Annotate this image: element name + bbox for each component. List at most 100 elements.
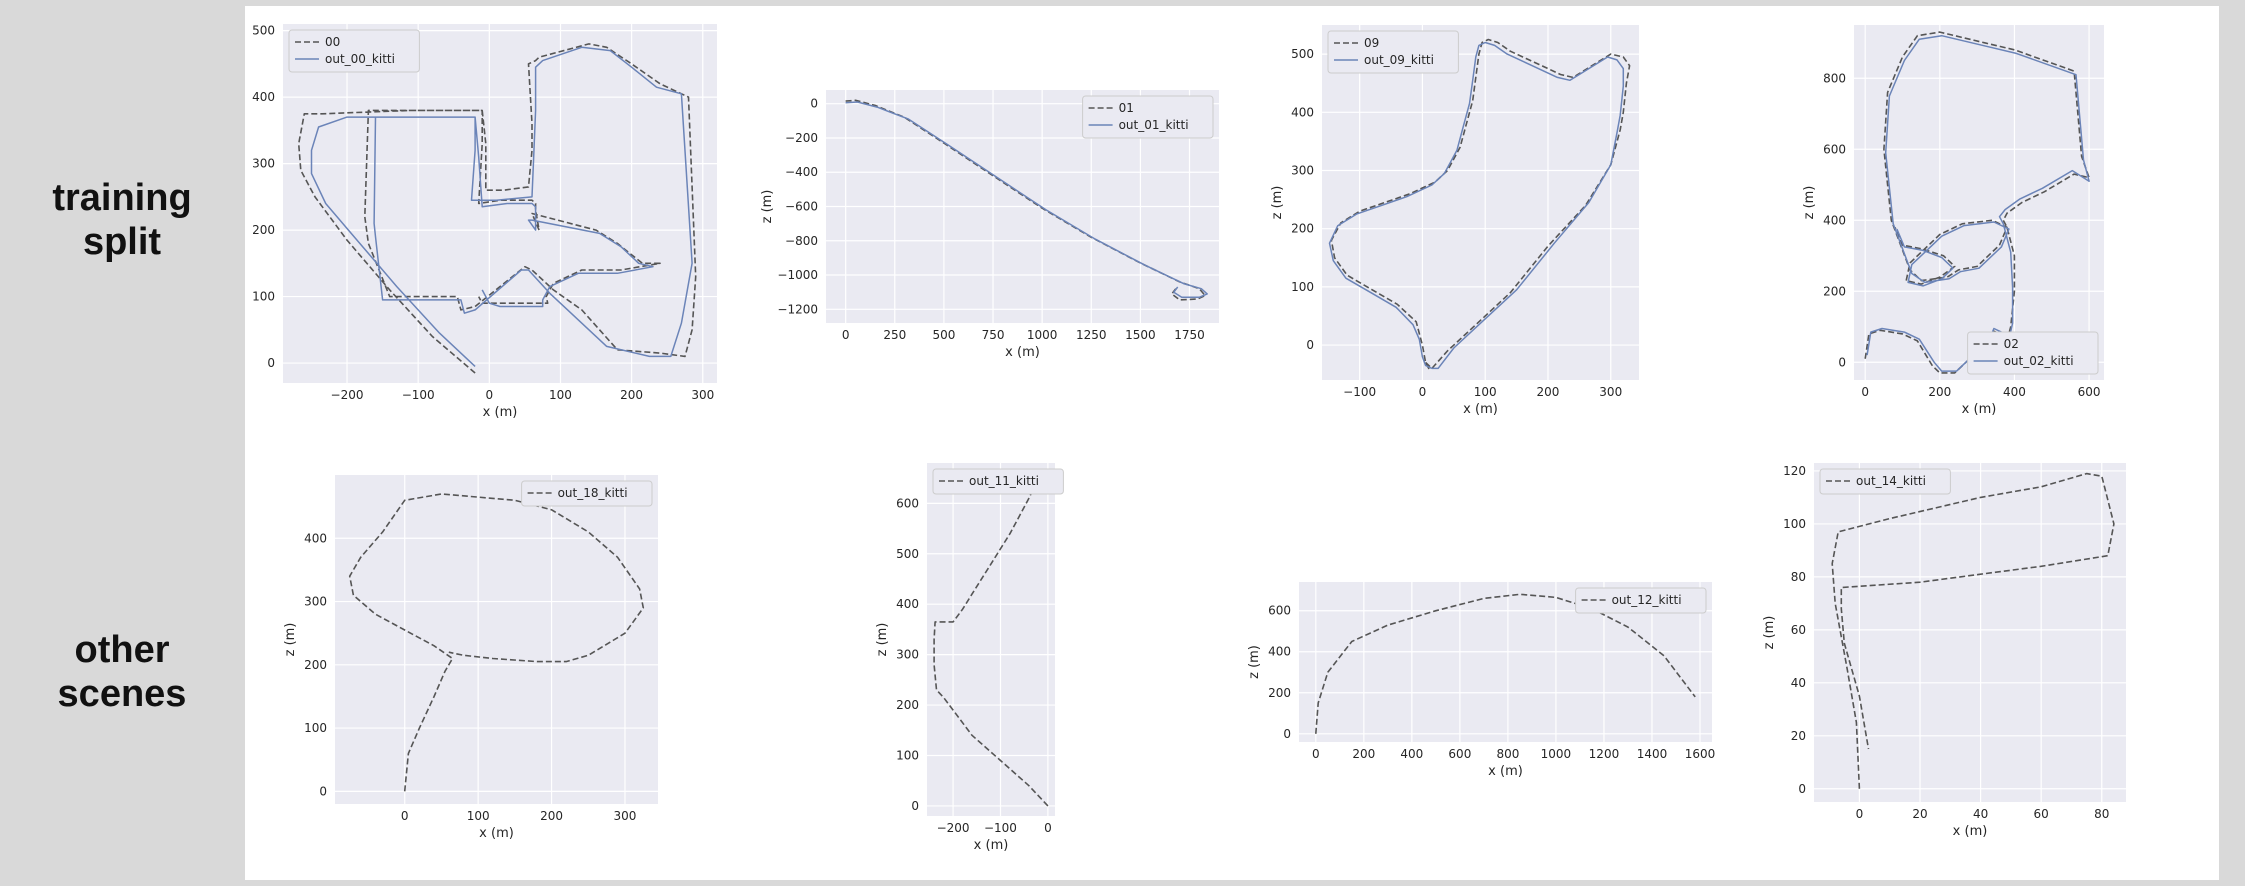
y-tick-label: 500	[896, 547, 919, 561]
legend-entry: out_01_kitti	[1119, 118, 1189, 132]
y-tick-label: 40	[1791, 676, 1806, 690]
y-tick-label: 500	[252, 24, 275, 38]
series-line-09	[1330, 38, 1631, 370]
legend: 01 out_01_kitti	[1082, 95, 1214, 139]
x-tick-label: 100	[1474, 385, 1497, 399]
y-axis-label: z (m)	[1802, 186, 1817, 220]
y-tick-label: 200	[896, 698, 919, 712]
x-tick-label: 750	[982, 328, 1005, 342]
y-tick-label: 0	[267, 356, 275, 370]
x-tick-label: 200	[1928, 385, 1951, 399]
x-tick-label: 20	[1912, 807, 1927, 821]
x-tick-label: −100	[984, 821, 1017, 835]
x-tick-label: 1250	[1076, 328, 1107, 342]
y-tick-label: 100	[896, 748, 919, 762]
y-tick-label: 300	[1291, 163, 1314, 177]
x-tick-label: 0	[1856, 807, 1864, 821]
y-axis-label: z (m)	[1247, 645, 1262, 679]
legend-box	[521, 480, 653, 507]
y-tick-label: 200	[252, 223, 275, 237]
row-label-training-line1: training	[52, 177, 192, 219]
row-label-training: training split	[2, 176, 242, 264]
x-tick-label: 100	[467, 809, 490, 823]
y-tick-label: 200	[1823, 284, 1846, 298]
legend-entry: out_14_kitti	[1856, 474, 1926, 488]
y-tick-label: 600	[896, 496, 919, 510]
x-tick-label: 200	[1537, 385, 1560, 399]
legend: out_18_kitti	[521, 480, 653, 507]
legend-entry: out_00_kitti	[325, 52, 395, 66]
y-tick-label: 60	[1791, 623, 1806, 637]
x-tick-label: −200	[937, 821, 970, 835]
chart-seq09: −100 0 100 200 300 0 100 200 300 400 500 x (m) z (m)…	[1270, 25, 1639, 417]
x-tick-label: 0	[1044, 821, 1052, 835]
legend-entry: 00	[325, 35, 340, 49]
y-tick-label: 400	[252, 90, 275, 104]
x-tick-label: −100	[402, 388, 435, 402]
legend-entry: 09	[1364, 36, 1379, 50]
y-tick-label: 400	[304, 531, 327, 545]
x-tick-label: 250	[883, 328, 906, 342]
y-tick-label: 0	[911, 799, 919, 813]
x-tick-label: 1750	[1174, 328, 1205, 342]
series-line-out_09_kitti	[1328, 41, 1625, 370]
legend-box	[1082, 95, 1214, 139]
y-tick-label: 100	[1783, 517, 1806, 531]
plot-area	[927, 463, 1055, 816]
chart-seq12: 0 200 400 600 800 1000 1200 1400 1600 0 200 400 600 x…	[1247, 582, 1715, 779]
x-tick-label: 0	[486, 388, 494, 402]
y-tick-label: −400	[785, 165, 818, 179]
plot-area	[335, 475, 658, 804]
legend: out_11_kitti	[932, 468, 1064, 495]
y-axis-label: z (m)	[875, 623, 890, 657]
y-tick-label: 200	[1268, 686, 1291, 700]
y-tick-label: 600	[1268, 604, 1291, 618]
y-tick-label: 400	[1268, 645, 1291, 659]
row-label-training-line2: split	[82, 221, 162, 263]
y-tick-label: 0	[1798, 782, 1806, 796]
x-axis-label: x (m)	[483, 405, 518, 420]
y-tick-label: 400	[896, 597, 919, 611]
series-line-out_12_kitti	[1315, 593, 1696, 734]
legend: 00 out_00_kitti	[288, 29, 420, 73]
x-tick-label: 0	[1861, 385, 1869, 399]
x-tick-label: 300	[1599, 385, 1622, 399]
legend-entry: out_02_kitti	[2004, 354, 2074, 368]
plot-area	[1854, 25, 2104, 380]
x-axis-label: x (m)	[1488, 764, 1523, 779]
legend-box	[1575, 587, 1707, 614]
y-axis-label: z (m)	[283, 623, 298, 657]
x-tick-label: 0	[842, 328, 850, 342]
legend-entry: out_12_kitti	[1612, 593, 1682, 607]
y-tick-label: 100	[252, 290, 275, 304]
x-tick-label: 200	[620, 388, 643, 402]
x-axis-label: x (m)	[1463, 402, 1498, 417]
x-tick-label: 1000	[1541, 747, 1572, 761]
y-tick-label: 200	[304, 658, 327, 672]
y-tick-label: 300	[252, 157, 275, 171]
x-axis-label: x (m)	[974, 838, 1009, 853]
series-line-00	[297, 43, 697, 374]
x-tick-label: 500	[932, 328, 955, 342]
row-label-other: other scenes	[2, 628, 242, 716]
chart-seq18: 0 100 200 300 0 100 200 300 400 x (m) z (m) out_18_…	[283, 475, 658, 841]
y-tick-label: 800	[1823, 71, 1846, 85]
y-tick-label: 600	[1823, 142, 1846, 156]
x-tick-label: 1400	[1637, 747, 1668, 761]
chart-seq14: 0 20 40 60 80 0 20 40 60 80 100 120 x (m) z (m) out_14…	[1762, 463, 2126, 839]
y-tick-label: 0	[810, 97, 818, 111]
x-tick-label: 0	[1312, 747, 1320, 761]
legend-entry: out_18_kitti	[558, 486, 628, 500]
plot-area	[1322, 25, 1639, 380]
x-tick-label: 0	[401, 809, 409, 823]
x-axis-label: x (m)	[1005, 345, 1040, 360]
chart-seq00: −200 −100 0 100 200 300 0 100 200 300 400 500 x (m) 0…	[252, 24, 717, 420]
x-tick-label: 600	[2078, 385, 2101, 399]
y-tick-label: −600	[785, 200, 818, 214]
series-line-out_14_kitti	[1831, 472, 2115, 789]
x-tick-label: 300	[691, 388, 714, 402]
y-tick-label: 500	[1291, 47, 1314, 61]
x-axis-label: x (m)	[1962, 402, 1997, 417]
x-tick-label: 400	[2003, 385, 2026, 399]
